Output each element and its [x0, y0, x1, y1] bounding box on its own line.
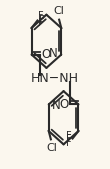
Text: N: N: [49, 47, 58, 60]
Text: O: O: [59, 98, 69, 111]
Text: F: F: [38, 11, 44, 21]
Text: Cl: Cl: [46, 143, 57, 153]
Text: F: F: [38, 18, 44, 29]
Text: F: F: [66, 134, 71, 144]
Text: F: F: [66, 130, 72, 141]
Text: F: F: [39, 15, 44, 25]
Text: Cl: Cl: [53, 6, 64, 16]
Text: HN−NH: HN−NH: [31, 72, 79, 85]
Text: O: O: [41, 48, 51, 61]
Text: F: F: [66, 138, 72, 148]
Text: N: N: [52, 99, 61, 112]
